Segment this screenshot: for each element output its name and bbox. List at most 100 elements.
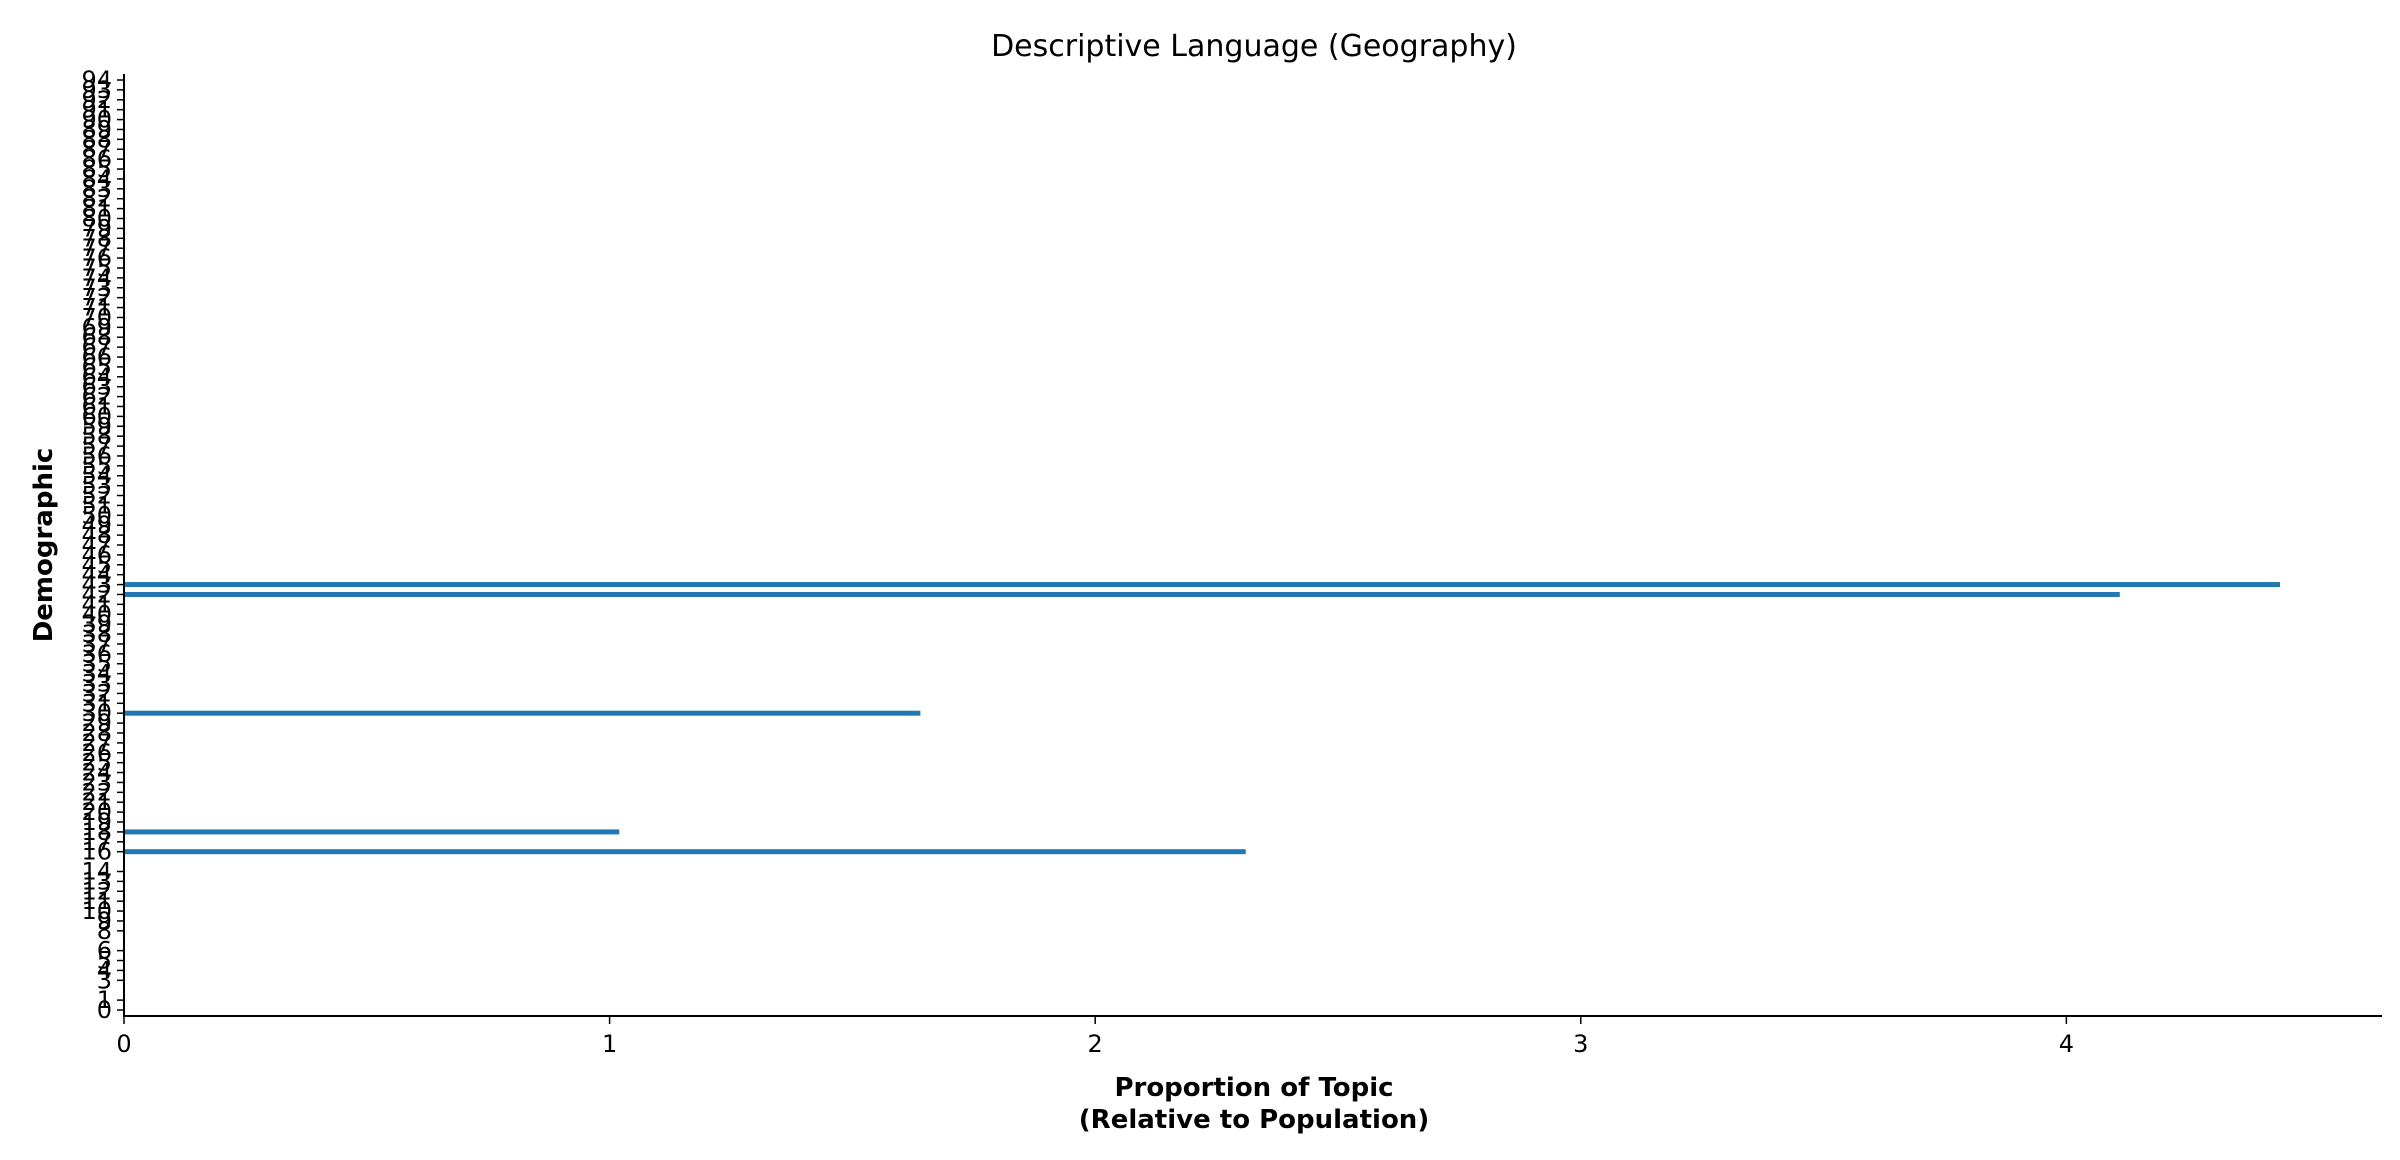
y-tick-label-50: 50: [81, 501, 112, 529]
y-tick-label-42: 42: [81, 580, 112, 608]
y-tick-label-38: 38: [81, 620, 112, 648]
y-tick-label-85: 85: [81, 155, 112, 183]
y-tick-label-55: 55: [81, 452, 112, 480]
y-tick-label-59: 59: [81, 412, 112, 440]
y-tick-group: 0134568910111213141617181920212223242526…: [81, 66, 124, 1024]
y-tick-label-8: 8: [97, 917, 112, 945]
y-tick-label-39: 39: [81, 610, 112, 638]
y-tick-label-1: 1: [97, 986, 112, 1014]
y-tick-label-3: 3: [97, 966, 112, 994]
y-tick-label-20: 20: [81, 798, 112, 826]
x-axis-label-line1: Proportion of Topic: [1114, 1073, 1393, 1103]
y-tick-label-56: 56: [81, 442, 112, 470]
y-tick-label-26: 26: [81, 739, 112, 767]
y-tick-label-88: 88: [81, 125, 112, 153]
y-tick-label-75: 75: [81, 254, 112, 282]
y-tick-label-63: 63: [81, 373, 112, 401]
y-tick-label-36: 36: [81, 640, 112, 668]
y-tick-label-12: 12: [81, 877, 112, 905]
y-tick-label-32: 32: [81, 679, 112, 707]
y-tick-label-78: 78: [81, 224, 112, 252]
y-tick-label-82: 82: [81, 185, 112, 213]
bar-30: [124, 710, 921, 716]
y-tick-label-6: 6: [97, 937, 112, 965]
y-tick-label-93: 93: [81, 76, 112, 104]
y-tick-label-70: 70: [81, 303, 112, 331]
y-tick-label-31: 31: [81, 689, 112, 717]
x-tick-group: 0 1 2 3 4: [116, 1016, 2074, 1058]
y-tick-label-13: 13: [81, 867, 112, 895]
y-tick-label-89: 89: [81, 115, 112, 143]
y-tick-label-14: 14: [81, 857, 112, 885]
y-tick-label-81: 81: [81, 195, 112, 223]
y-tick-label-43: 43: [81, 571, 112, 599]
x-tick-label-3: 3: [1573, 1030, 1588, 1058]
y-tick-label-94: 94: [81, 66, 112, 94]
y-tick-label-91: 91: [81, 96, 112, 124]
y-axis-label: Demographic: [29, 448, 59, 643]
y-tick-label-84: 84: [81, 165, 112, 193]
x-axis-label-line2: (Relative to Population): [1079, 1105, 1429, 1135]
y-tick-label-60: 60: [81, 402, 112, 430]
y-tick-label-19: 19: [81, 808, 112, 836]
bars-group: [124, 582, 2281, 855]
y-tick-label-54: 54: [81, 462, 112, 490]
y-tick-label-90: 90: [81, 106, 112, 134]
y-tick-label-17: 17: [81, 828, 112, 856]
y-tick-label-67: 67: [81, 333, 112, 361]
y-tick-label-68: 68: [81, 323, 112, 351]
y-tick-label-53: 53: [81, 472, 112, 500]
y-tick-label-45: 45: [81, 551, 112, 579]
y-tick-label-37: 37: [81, 630, 112, 658]
y-tick-label-52: 52: [81, 482, 112, 510]
y-tick-label-71: 71: [81, 294, 112, 322]
y-tick-label-9: 9: [97, 907, 112, 935]
y-tick-label-83: 83: [81, 175, 112, 203]
y-tick-label-5: 5: [97, 947, 112, 975]
y-tick-label-77: 77: [81, 234, 112, 262]
y-tick-label-80: 80: [81, 205, 112, 233]
y-tick-label-11: 11: [81, 887, 112, 915]
y-tick-label-0: 0: [97, 996, 112, 1024]
y-tick-label-41: 41: [81, 590, 112, 618]
y-tick-label-72: 72: [81, 284, 112, 312]
bar-42: [124, 591, 2120, 597]
y-tick-label-4: 4: [97, 956, 112, 984]
y-tick-label-57: 57: [81, 432, 112, 460]
y-tick-label-21: 21: [81, 788, 112, 816]
y-tick-label-48: 48: [81, 521, 112, 549]
y-tick-label-61: 61: [81, 392, 112, 420]
y-tick-label-49: 49: [81, 511, 112, 539]
y-tick-label-28: 28: [81, 719, 112, 747]
y-tick-label-29: 29: [81, 709, 112, 737]
y-tick-label-34: 34: [81, 660, 112, 688]
x-tick-label-2: 2: [1088, 1030, 1103, 1058]
y-tick-label-79: 79: [81, 214, 112, 242]
x-tick-label-1: 1: [602, 1030, 617, 1058]
y-tick-label-76: 76: [81, 244, 112, 272]
y-tick-label-69: 69: [81, 313, 112, 341]
y-tick-label-10: 10: [81, 897, 112, 925]
y-tick-label-46: 46: [81, 541, 112, 569]
y-tick-label-62: 62: [81, 383, 112, 411]
y-tick-label-22: 22: [81, 778, 112, 806]
y-tick-label-33: 33: [81, 670, 112, 698]
y-tick-label-16: 16: [81, 838, 112, 866]
y-tick-label-65: 65: [81, 353, 112, 381]
y-tick-label-24: 24: [81, 759, 112, 787]
bar-16: [124, 849, 1246, 855]
y-tick-label-74: 74: [81, 264, 112, 292]
y-tick-label-25: 25: [81, 749, 112, 777]
y-tick-label-92: 92: [81, 86, 112, 114]
y-tick-label-40: 40: [81, 600, 112, 628]
x-tick-label-4: 4: [2059, 1030, 2074, 1058]
y-tick-label-87: 87: [81, 135, 112, 163]
bar-18: [124, 829, 620, 835]
y-tick-label-23: 23: [81, 768, 112, 796]
y-tick-label-44: 44: [81, 561, 112, 589]
y-tick-label-27: 27: [81, 729, 112, 757]
y-tick-label-30: 30: [81, 699, 112, 727]
y-tick-label-35: 35: [81, 650, 112, 678]
y-tick-label-86: 86: [81, 145, 112, 173]
